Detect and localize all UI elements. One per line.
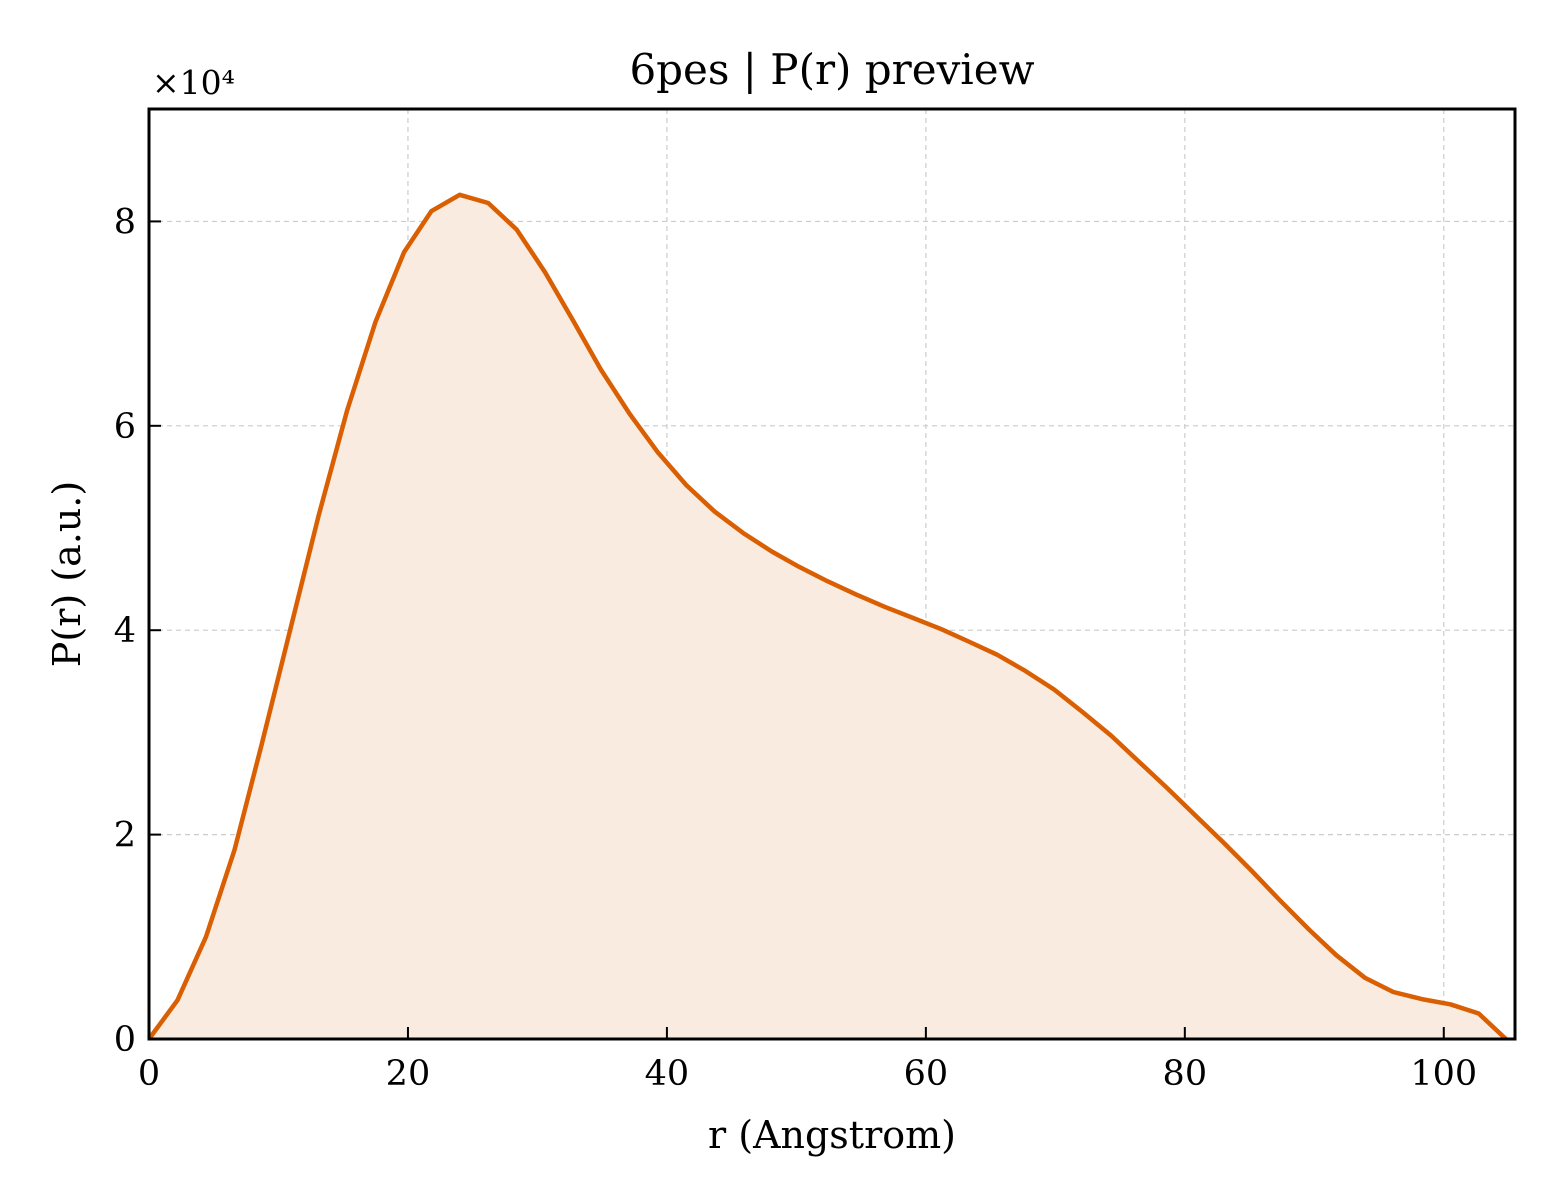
x-tick-label: 60 xyxy=(904,1054,949,1094)
y-axis-label: P(r) (a.u.) xyxy=(45,481,89,667)
x-tick-label: 20 xyxy=(386,1054,431,1094)
x-tick-label: 100 xyxy=(1410,1054,1477,1094)
series-line xyxy=(147,192,1508,1041)
y-tick-label: 0 xyxy=(114,1020,136,1060)
y-multiplier-label: ×10⁴ xyxy=(152,63,235,102)
x-axis-label: r (Angstrom) xyxy=(708,1113,956,1157)
y-tick-label: 4 xyxy=(114,611,136,651)
x-tick-label: 0 xyxy=(138,1054,160,1094)
y-tick-label: 8 xyxy=(114,202,136,242)
y-tick-label: 2 xyxy=(114,816,136,856)
series-area-fill xyxy=(149,194,1506,1040)
y-tick-label: 6 xyxy=(114,407,136,447)
x-tick-label: 80 xyxy=(1163,1054,1208,1094)
x-tick-label: 40 xyxy=(645,1054,690,1094)
tick-layer: 0 20 40 60 80 100 0 2 4 6 8 xyxy=(114,202,1477,1094)
chart-title: 6pes | P(r) preview xyxy=(629,45,1034,94)
plot-frame xyxy=(147,107,1517,1041)
